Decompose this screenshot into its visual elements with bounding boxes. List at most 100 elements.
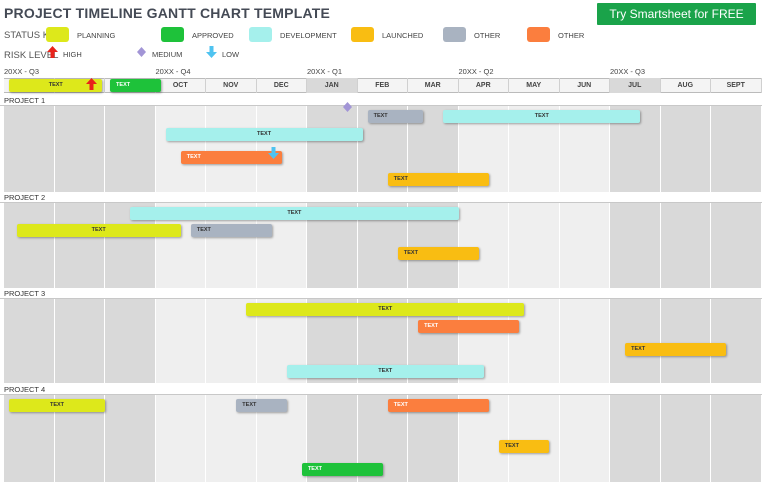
month-column xyxy=(509,203,560,288)
task-bar[interactable]: TEXT xyxy=(180,151,282,164)
month-label: MAY xyxy=(509,78,560,93)
status-key-label: STATUS KEY xyxy=(4,30,62,41)
month-column xyxy=(105,299,156,383)
month-column xyxy=(660,106,711,192)
quarter-label: 20XX - Q3 xyxy=(4,67,40,76)
month-column xyxy=(105,106,156,192)
arrow-up-icon xyxy=(47,46,58,58)
status-swatch xyxy=(249,27,272,42)
status-key-item-label: PLANNING xyxy=(77,31,116,40)
status-swatch xyxy=(527,27,550,42)
month-column xyxy=(711,395,762,482)
task-bar[interactable]: TEXT xyxy=(130,207,459,220)
project-label: PROJECT 2 xyxy=(4,193,46,202)
project-separator xyxy=(0,394,762,395)
task-bar[interactable]: TEXT xyxy=(625,343,727,356)
task-bar[interactable]: TEXT xyxy=(387,173,489,186)
risk-key-item-label: HIGH xyxy=(63,50,82,59)
month-column xyxy=(660,203,711,288)
risk-level-label: RISK LEVEL xyxy=(4,50,59,61)
month-column xyxy=(509,395,560,482)
task-bar[interactable]: TEXT xyxy=(367,110,424,123)
month-column xyxy=(54,203,105,288)
month-column xyxy=(559,395,610,482)
month-label: FEB xyxy=(358,78,408,93)
month-column xyxy=(610,203,661,288)
diamond-icon xyxy=(137,47,146,57)
project-separator xyxy=(0,105,762,106)
status-key-item-label: DEVELOPMENT xyxy=(280,31,337,40)
status-swatch xyxy=(46,27,69,42)
task-bar[interactable]: TEXT xyxy=(110,79,161,92)
task-bar[interactable]: TEXT xyxy=(16,224,181,237)
status-key-item-label: OTHER xyxy=(558,31,585,40)
task-bar[interactable]: TEXT xyxy=(9,79,103,92)
task-bar[interactable]: TEXT xyxy=(9,399,105,412)
month-column xyxy=(155,106,206,192)
month-column xyxy=(307,106,358,192)
page-title: PROJECT TIMELINE GANTT CHART TEMPLATE xyxy=(4,5,331,21)
try-smartsheet-button[interactable]: Try Smartsheet for FREE xyxy=(597,3,756,25)
task-bar[interactable]: TEXT xyxy=(387,399,489,412)
risk-key-item-label: MEDIUM xyxy=(152,50,183,59)
task-bar[interactable]: TEXT xyxy=(246,303,525,316)
month-column xyxy=(105,395,156,482)
month-column xyxy=(559,299,610,383)
quarter-label: 20XX - Q2 xyxy=(458,67,494,76)
risk-medium-icon xyxy=(343,102,353,112)
month-label: OCT xyxy=(156,78,206,93)
month-column xyxy=(155,299,206,383)
month-column xyxy=(256,106,307,192)
arrow-down-icon xyxy=(206,46,217,58)
month-label: AUG xyxy=(661,78,711,93)
task-bar[interactable]: TEXT xyxy=(418,320,520,333)
month-column xyxy=(711,299,762,383)
month-column xyxy=(206,106,257,192)
status-swatch xyxy=(443,27,466,42)
month-column xyxy=(54,106,105,192)
month-column xyxy=(458,203,509,288)
status-key-item-label: OTHER xyxy=(474,31,501,40)
month-label: JAN xyxy=(307,78,358,93)
month-label: APR xyxy=(459,78,509,93)
month-label: SEPT xyxy=(711,78,762,93)
quarter-label: 20XX - Q4 xyxy=(155,67,191,76)
month-column xyxy=(711,203,762,288)
month-column xyxy=(4,106,55,192)
risk-low-icon xyxy=(267,147,279,159)
month-column xyxy=(660,299,711,383)
task-bar[interactable]: TEXT xyxy=(165,128,363,141)
status-swatch xyxy=(351,27,374,42)
risk-key-item-label: LOW xyxy=(222,50,240,59)
task-bar[interactable]: TEXT xyxy=(236,399,287,412)
task-bar[interactable]: TEXT xyxy=(301,463,383,476)
month-column xyxy=(559,203,610,288)
month-label: JUN xyxy=(560,78,610,93)
month-label: JUL xyxy=(610,78,661,93)
month-column xyxy=(610,299,661,383)
project-label: PROJECT 1 xyxy=(4,96,46,105)
task-bar[interactable]: TEXT xyxy=(498,440,550,453)
task-bar[interactable]: TEXT xyxy=(397,247,479,260)
month-header-row xyxy=(4,78,762,93)
project-separator xyxy=(0,202,762,203)
project-label: PROJECT 4 xyxy=(4,385,46,394)
month-column xyxy=(610,395,661,482)
quarter-label: 20XX - Q3 xyxy=(610,67,646,76)
status-key-item-label: APPROVED xyxy=(192,31,234,40)
month-column xyxy=(4,299,55,383)
month-column xyxy=(54,299,105,383)
project-separator xyxy=(0,298,762,299)
month-column xyxy=(155,395,206,482)
month-label: MAR xyxy=(408,78,459,93)
risk-high-icon xyxy=(86,78,98,90)
task-bar[interactable]: TEXT xyxy=(286,365,484,378)
month-column xyxy=(660,395,711,482)
month-column xyxy=(711,106,762,192)
status-swatch xyxy=(161,27,184,42)
month-label: DEC xyxy=(257,78,307,93)
status-key-item-label: LAUNCHED xyxy=(382,31,424,40)
month-label: NOV xyxy=(206,78,257,93)
task-bar[interactable]: TEXT xyxy=(190,224,272,237)
task-bar[interactable]: TEXT xyxy=(443,110,641,123)
